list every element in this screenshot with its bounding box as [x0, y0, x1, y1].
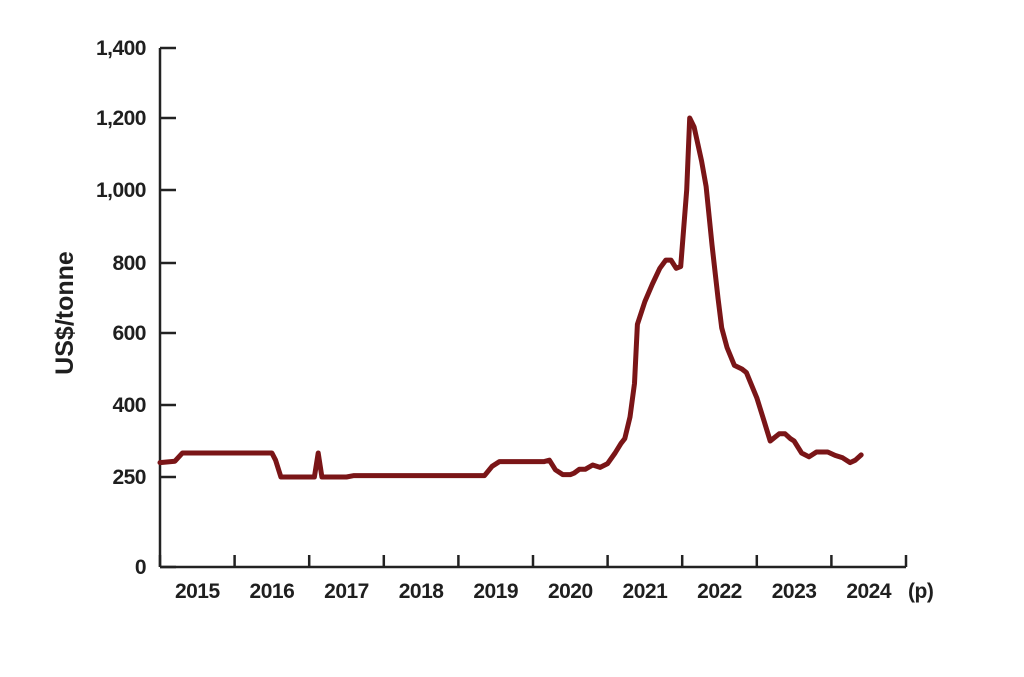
- y-tick-label: 400: [112, 394, 146, 417]
- y-tick-label: 250: [112, 466, 146, 489]
- y-tick-label: 1,000: [96, 179, 146, 202]
- y-tick-label: 600: [112, 322, 146, 345]
- y-axis-title: US$/tonne: [51, 251, 79, 375]
- tick-labels: 0 250 400 600 800 1,000 1,200 1,400 2015 2016 2017…: [96, 37, 934, 603]
- x-tick-label: 2022: [697, 580, 742, 603]
- y-tick-label: 1,200: [96, 107, 146, 130]
- x-tick-label: 2024: [846, 580, 892, 603]
- tick-marks: [158, 46, 908, 569]
- y-tick-label: 0: [135, 556, 146, 579]
- x-tick-label: 2016: [250, 580, 295, 603]
- x-tick-label: 2018: [399, 580, 445, 603]
- x-tick-label: 2017: [324, 580, 369, 603]
- x-tick-label: 2019: [473, 580, 518, 603]
- x-tick-label: 2015: [175, 580, 221, 603]
- x-tick-label: 2020: [548, 580, 593, 603]
- x-tick-label: 2023: [772, 580, 817, 603]
- y-tick-label: 800: [112, 252, 146, 275]
- price-series-line: [157, 115, 864, 480]
- x-tick-label: 2021: [623, 580, 669, 603]
- axes: [158, 48, 906, 569]
- y-tick-label: 1,400: [96, 37, 146, 60]
- x-projection-suffix: (p): [908, 580, 933, 603]
- series-group: [157, 115, 864, 480]
